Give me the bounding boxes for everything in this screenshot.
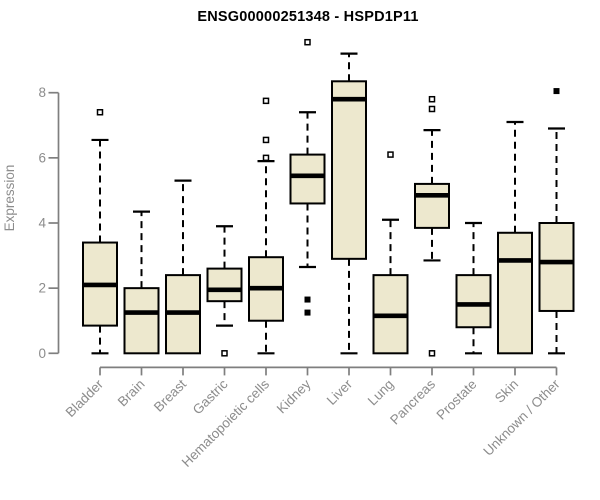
outlier-hematopoietic-cells (262, 97, 270, 105)
outlier-pancreas (428, 105, 436, 113)
y-tick-label: 6 (38, 150, 46, 165)
box-prostate (455, 274, 492, 329)
box-liver (331, 80, 367, 260)
outlier-kidney (304, 38, 311, 46)
box-skin (497, 231, 533, 355)
y-axis-label: Expression (2, 165, 17, 232)
x-tick-label: Unknown / Other (480, 376, 563, 459)
x-tick-label: Prostate (433, 377, 479, 423)
x-tick-label: Skin (492, 377, 521, 406)
outlier-pancreas (428, 350, 436, 357)
box-brain (123, 287, 160, 355)
box-gastric (206, 267, 243, 303)
x-tick-label: Pancreas (387, 376, 438, 427)
outlier-lung (387, 151, 394, 158)
box-kidney (289, 153, 326, 205)
x-tick-label: Breast (151, 376, 189, 414)
outlier-filled-unknown-other (553, 88, 560, 95)
outlier-pancreas (428, 95, 436, 103)
outlier-gastric (221, 350, 228, 357)
y-tick-label: 2 (38, 281, 46, 296)
outlier-hematopoietic-cells (262, 136, 270, 144)
outlier-hematopoietic-cells (262, 154, 270, 162)
y-tick-label: 0 (38, 346, 46, 361)
x-tick-label: Kidney (274, 376, 314, 416)
x-tick-label: Brain (115, 377, 148, 410)
box-pancreas (414, 182, 450, 229)
y-tick-label: 4 (38, 216, 46, 231)
x-tick-label: Liver (324, 376, 356, 408)
x-tick-label: Lung (365, 377, 397, 409)
box-unknown-other (538, 222, 575, 312)
outlier-filled-kidney (304, 309, 311, 316)
x-tick-label: Bladder (63, 376, 107, 420)
outlier-filled-kidney (304, 296, 311, 303)
y-tick-label: 8 (38, 85, 46, 100)
chart-title: ENSG00000251348 - HSPD1P11 (197, 9, 419, 25)
outlier-bladder (96, 108, 104, 116)
x-tick-label: Gastric (190, 376, 231, 417)
